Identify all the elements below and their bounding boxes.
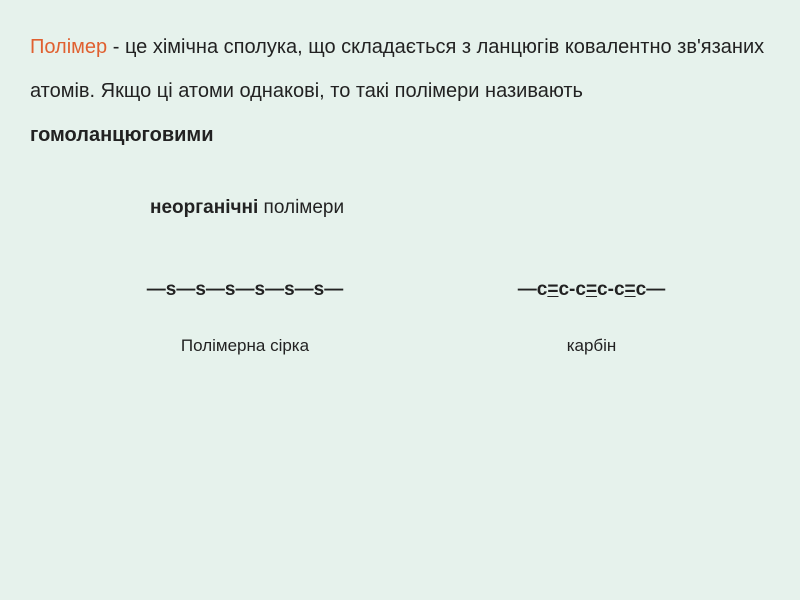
carbyne-eq-1: = — [586, 279, 597, 300]
subtitle-inorganic: неорганічні полімери — [150, 197, 770, 219]
formula-carbyne: —с=с-с=с-с=с— — [443, 279, 740, 301]
carbyne-eq-2: = — [625, 279, 636, 300]
definition-paragraph: Полімер - це хімічна сполука, що складає… — [30, 25, 770, 157]
carbyne-eq-0: = — [547, 279, 558, 300]
carbyne-seg-1: с-с — [558, 279, 585, 300]
subtitle-bold-part: неорганічні — [150, 197, 258, 218]
example-carbyne: —с=с-с=с-с=с— карбін — [443, 279, 740, 356]
term-polymer: Полімер — [30, 36, 107, 58]
carbyne-seg-3: с— — [636, 279, 666, 300]
example-sulfur: —s—s—s—s—s—s— Полімерна сірка — [80, 279, 410, 356]
definition-text: - це хімічна сполука, що складається з л… — [30, 36, 764, 102]
examples-row: —s—s—s—s—s—s— Полімерна сірка —с=с-с=с-с… — [30, 279, 770, 356]
bold-term-homochain: гомоланцюговими — [30, 124, 214, 146]
carbyne-seg-0: —с — [518, 279, 548, 300]
label-carbyne: карбін — [443, 336, 740, 356]
formula-sulfur: —s—s—s—s—s—s— — [80, 279, 410, 301]
subtitle-rest: полімери — [258, 197, 344, 218]
label-sulfur: Полімерна сірка — [80, 336, 410, 356]
carbyne-seg-2: с-с — [597, 279, 624, 300]
